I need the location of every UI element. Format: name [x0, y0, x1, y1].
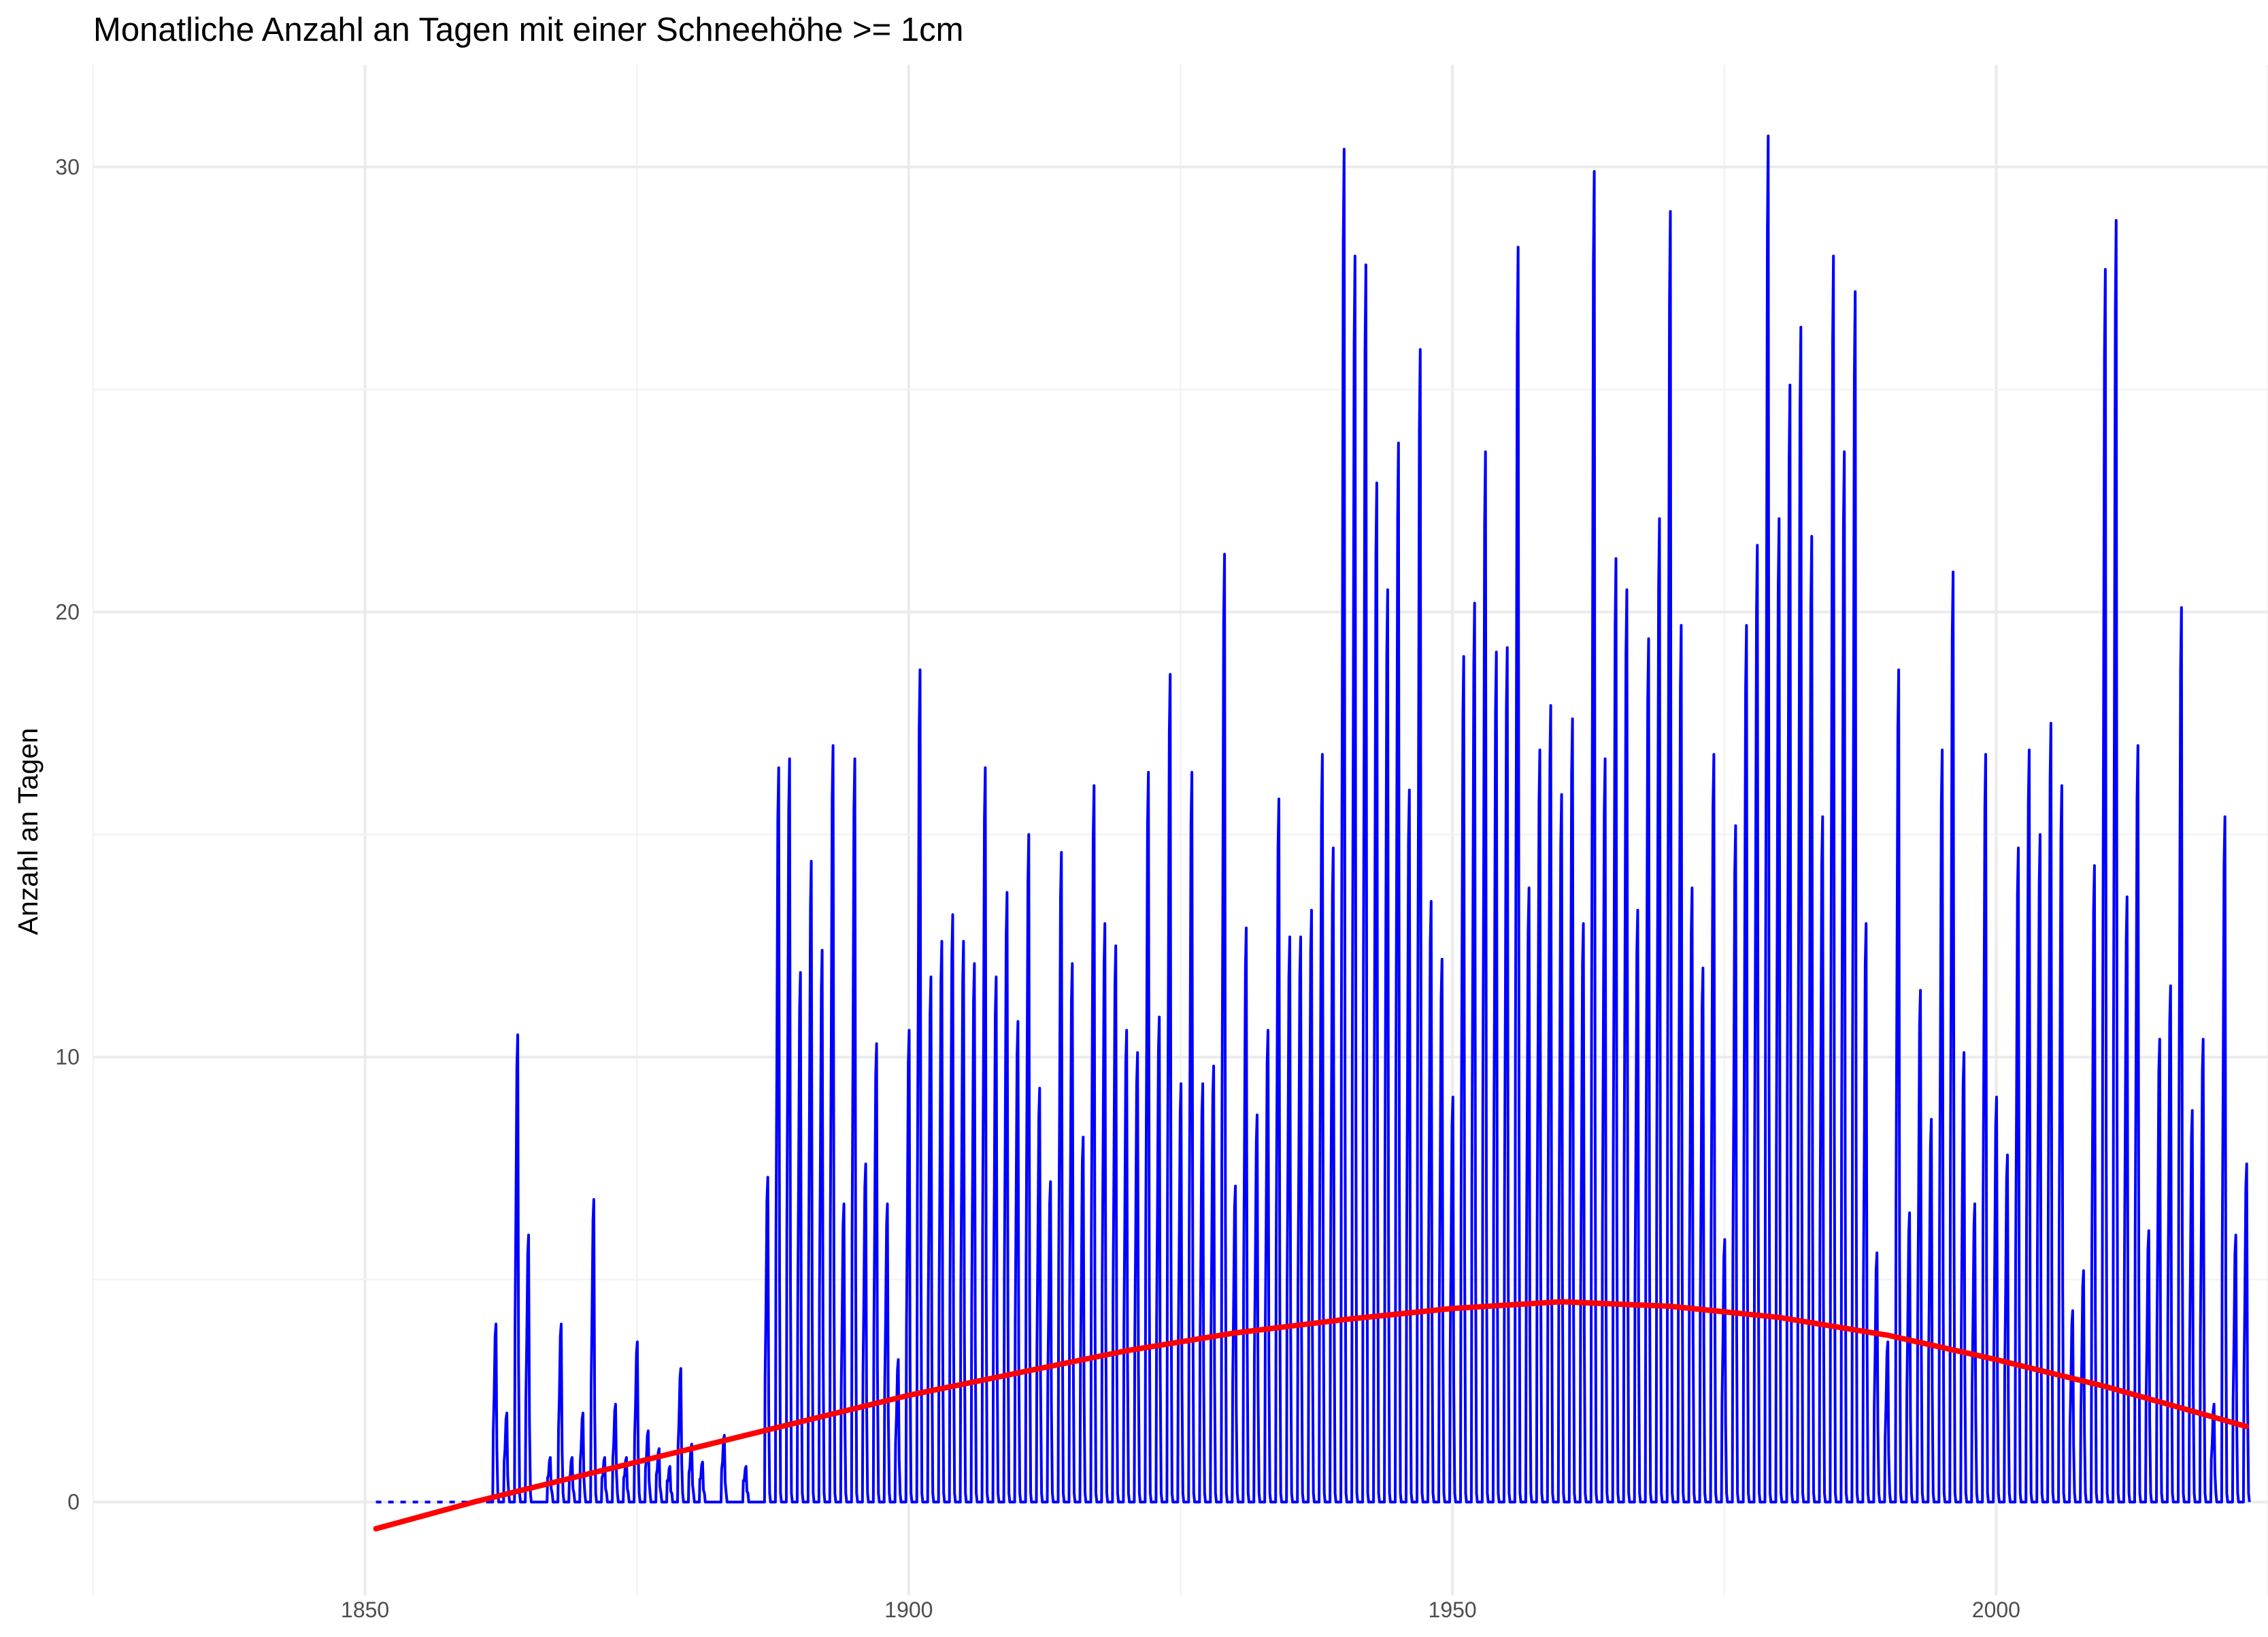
chart-title: Monatliche Anzahl an Tagen mit einer Sch… — [93, 12, 963, 48]
x-tick-label: 2000 — [1972, 1598, 2020, 1622]
x-tick-label: 1850 — [341, 1598, 389, 1622]
y-tick-label: 0 — [67, 1490, 80, 1515]
y-axis-title: Anzahl an Tagen — [12, 728, 44, 936]
x-tick-label: 1950 — [1429, 1598, 1477, 1622]
x-tick-label: 1900 — [884, 1598, 933, 1622]
series-line-monthly — [490, 134, 2251, 1504]
plot-series — [373, 134, 2251, 1532]
trend-line — [373, 1299, 2249, 1532]
y-tick-label: 30 — [55, 154, 80, 179]
tick-labels: 1850 1900 1950 2000 0 10 20 30 — [55, 154, 2020, 1622]
y-tick-label: 10 — [55, 1045, 80, 1070]
y-tick-label: 20 — [55, 600, 80, 625]
